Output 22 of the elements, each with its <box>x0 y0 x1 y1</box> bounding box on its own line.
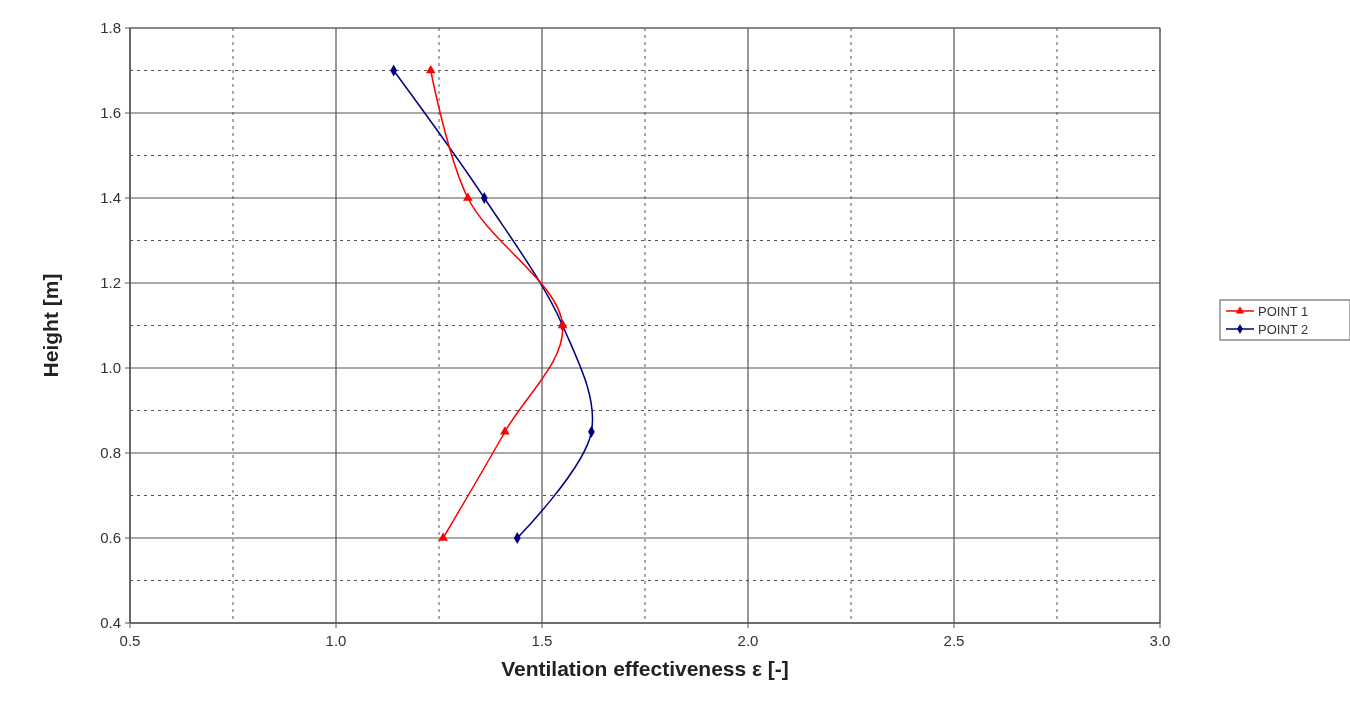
y-axis-title: Height [m] <box>39 273 62 378</box>
point <box>438 532 448 541</box>
y-tick-label: 1.6 <box>100 104 121 121</box>
y-tick-label: 1.4 <box>100 189 121 206</box>
y-tick-label: 0.6 <box>100 529 121 546</box>
legend-label: POINT 2 <box>1258 322 1309 337</box>
point <box>463 192 473 201</box>
y-tick-label: 1.8 <box>100 19 121 36</box>
y-tick-label: 0.4 <box>100 614 121 631</box>
point <box>425 64 436 74</box>
x-tick-label: 1.5 <box>531 632 553 649</box>
x-tick-label: 2.5 <box>943 632 965 649</box>
x-tick-label: 2.0 <box>737 632 759 649</box>
y-tick-label: 0.8 <box>100 444 121 461</box>
y-tick-label: 1.2 <box>100 274 121 291</box>
point <box>500 426 510 435</box>
legend-label: POINT 1 <box>1258 304 1309 319</box>
y-tick-label: 1.0 <box>100 359 121 376</box>
x-tick-label: 3.0 <box>1149 632 1171 649</box>
x-axis-title: Ventilation effectiveness ε [-] <box>501 657 789 680</box>
x-tick-label: 0.5 <box>119 632 141 649</box>
x-tick-label: 1.0 <box>325 632 347 649</box>
